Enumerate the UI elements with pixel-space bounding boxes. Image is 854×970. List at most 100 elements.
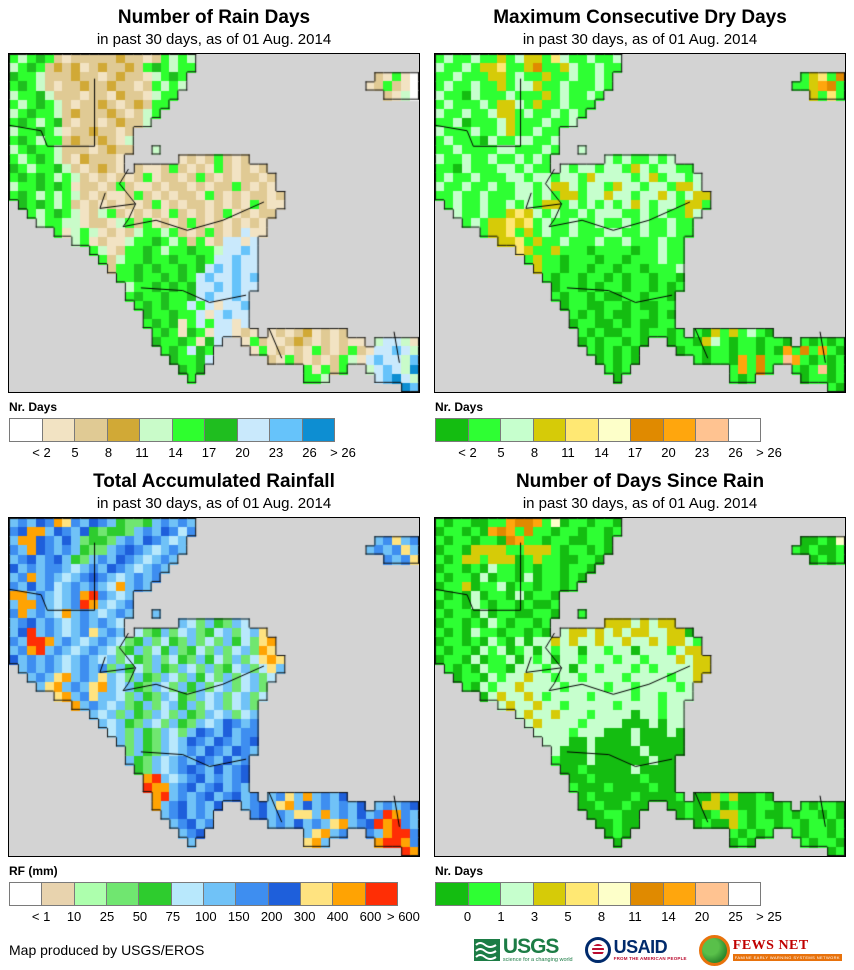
legend-swatch — [170, 882, 204, 906]
legend-bar — [435, 418, 846, 442]
legend-tick: 100 — [194, 909, 217, 924]
fewsnet-tagline: FAMINE EARLY WARNING SYSTEMS NETWORK — [732, 954, 842, 961]
legend-swatch — [467, 882, 501, 906]
legend-tick: > 26 — [756, 445, 782, 460]
legend-swatch — [565, 418, 599, 442]
legend-tick: 150 — [227, 909, 250, 924]
panel-total-accumulated-rainfall: Total Accumulated Rainfall in past 30 da… — [8, 470, 420, 924]
legend-swatch — [695, 418, 729, 442]
panel-title: Maximum Consecutive Dry Days — [493, 7, 787, 28]
legend-tick: 10 — [66, 909, 82, 924]
legend-tick: 26 — [302, 445, 317, 460]
legend-swatch — [364, 882, 398, 906]
days-since-rain-map-canvas — [434, 517, 846, 857]
legend-ticks: < 2 5 8 11 14 17 20 23 26 > 26 — [434, 445, 846, 460]
legend-swatch — [662, 882, 696, 906]
panel-number-of-rain-days: Number of Rain Days in past 30 days, as … — [8, 6, 420, 460]
legend-swatch — [138, 882, 172, 906]
legend-swatch — [9, 882, 43, 906]
legend-label: Nr. Days — [435, 864, 484, 878]
legend-tick: 17 — [627, 445, 643, 460]
legend-swatch — [532, 418, 566, 442]
legend-tick: 14 — [594, 445, 609, 460]
legend-swatch — [532, 882, 566, 906]
legend-tick: > 600 — [386, 909, 420, 924]
legend-swatch — [106, 418, 140, 442]
legend-swatch — [332, 882, 366, 906]
legend-swatch — [597, 418, 631, 442]
legend-label: Nr. Days — [9, 400, 58, 414]
legend-tick: 5 — [564, 909, 572, 924]
legend-tick: 8 — [597, 909, 606, 924]
legend-swatch — [235, 882, 269, 906]
panel-title: Number of Days Since Rain — [515, 471, 765, 492]
legend-swatch — [435, 882, 469, 906]
legend-tick: 8 — [530, 445, 539, 460]
dry-days-map-canvas — [434, 53, 846, 393]
legend-tick: 400 — [326, 909, 349, 924]
legend-swatch — [41, 882, 75, 906]
legend-label: Nr. Days — [435, 400, 484, 414]
legend-swatch — [695, 882, 729, 906]
usaid-logo: USAID FROM THE AMERICAN PEOPLE — [584, 937, 687, 963]
legend-tick: > 25 — [756, 909, 782, 924]
legend-tick: 8 — [104, 445, 113, 460]
legend-swatch — [500, 882, 534, 906]
fewsnet-wordmark: FEWS NET — [732, 938, 809, 953]
legend-tick: 20 — [694, 909, 710, 924]
legend-tick: 20 — [661, 445, 676, 460]
legend-tick: 11 — [561, 445, 575, 460]
legend-swatch — [9, 418, 43, 442]
legend-tick: 11 — [135, 445, 149, 460]
legend-tick: 25 — [728, 909, 743, 924]
legend-swatch — [171, 418, 205, 442]
legend-swatch — [41, 418, 75, 442]
legend-swatch — [73, 882, 107, 906]
legend-swatch — [74, 418, 108, 442]
legend-tick: 300 — [293, 909, 316, 924]
panel-subtitle: in past 30 days, as of 01 Aug. 2014 — [96, 495, 332, 512]
fewsnet-logo: FEWS NET FAMINE EARLY WARNING SYSTEMS NE… — [698, 934, 842, 966]
legend-tick: 23 — [694, 445, 710, 460]
legend-bar — [435, 882, 846, 906]
panel-days-since-rain: Number of Days Since Rain in past 30 day… — [434, 470, 846, 924]
legend-swatch — [630, 882, 664, 906]
usaid-seal-icon — [584, 937, 611, 963]
legend-swatch — [299, 882, 334, 906]
rain-days-map-canvas — [8, 53, 420, 393]
legend-tick: < 1 — [31, 909, 51, 924]
legend-tick: 25 — [99, 909, 115, 924]
legend-tick: < 2 — [458, 445, 477, 460]
legend-bar — [9, 882, 420, 906]
panel-max-consecutive-dry-days: Maximum Consecutive Dry Days in past 30 … — [434, 6, 846, 460]
legend-swatch — [727, 418, 761, 442]
legend-tick: 75 — [165, 909, 181, 924]
legend-tick: 17 — [201, 445, 217, 460]
legend-tick: 1 — [497, 909, 505, 924]
legend-tick: 26 — [728, 445, 743, 460]
legend-tick: 5 — [71, 445, 79, 460]
legend-tick: < 2 — [32, 445, 51, 460]
legend-tick: 0 — [463, 909, 472, 924]
legend-bar — [9, 418, 420, 442]
legend-swatch — [202, 882, 237, 906]
legend-tick: 14 — [661, 909, 676, 924]
legend-ticks: 0 1 3 5 8 11 14 20 25 > 25 — [434, 909, 846, 924]
legend-ticks: < 1 10 25 50 75 100 150 200 300 400 600 > 600 — [8, 909, 420, 924]
usgs-waves-icon — [473, 939, 500, 961]
legend-tick: 20 — [235, 445, 250, 460]
usgs-logo: USGS science for a changing world — [473, 936, 573, 964]
usgs-tagline: science for a changing world — [502, 957, 573, 964]
panel-subtitle: in past 30 days, as of 01 Aug. 2014 — [96, 31, 332, 48]
legend-tick: 14 — [168, 445, 183, 460]
panel-title: Total Accumulated Rainfall — [93, 471, 335, 492]
panel-subtitle: in past 30 days, as of 01 Aug. 2014 — [522, 31, 758, 48]
legend-swatch — [597, 882, 631, 906]
legend-tick: 5 — [497, 445, 505, 460]
legend-swatch — [139, 418, 173, 442]
rainfall-map-canvas — [8, 517, 420, 857]
legend-tick: 23 — [268, 445, 284, 460]
usaid-tagline: FROM THE AMERICAN PEOPLE — [613, 956, 687, 962]
panel-title: Number of Rain Days — [117, 7, 311, 28]
